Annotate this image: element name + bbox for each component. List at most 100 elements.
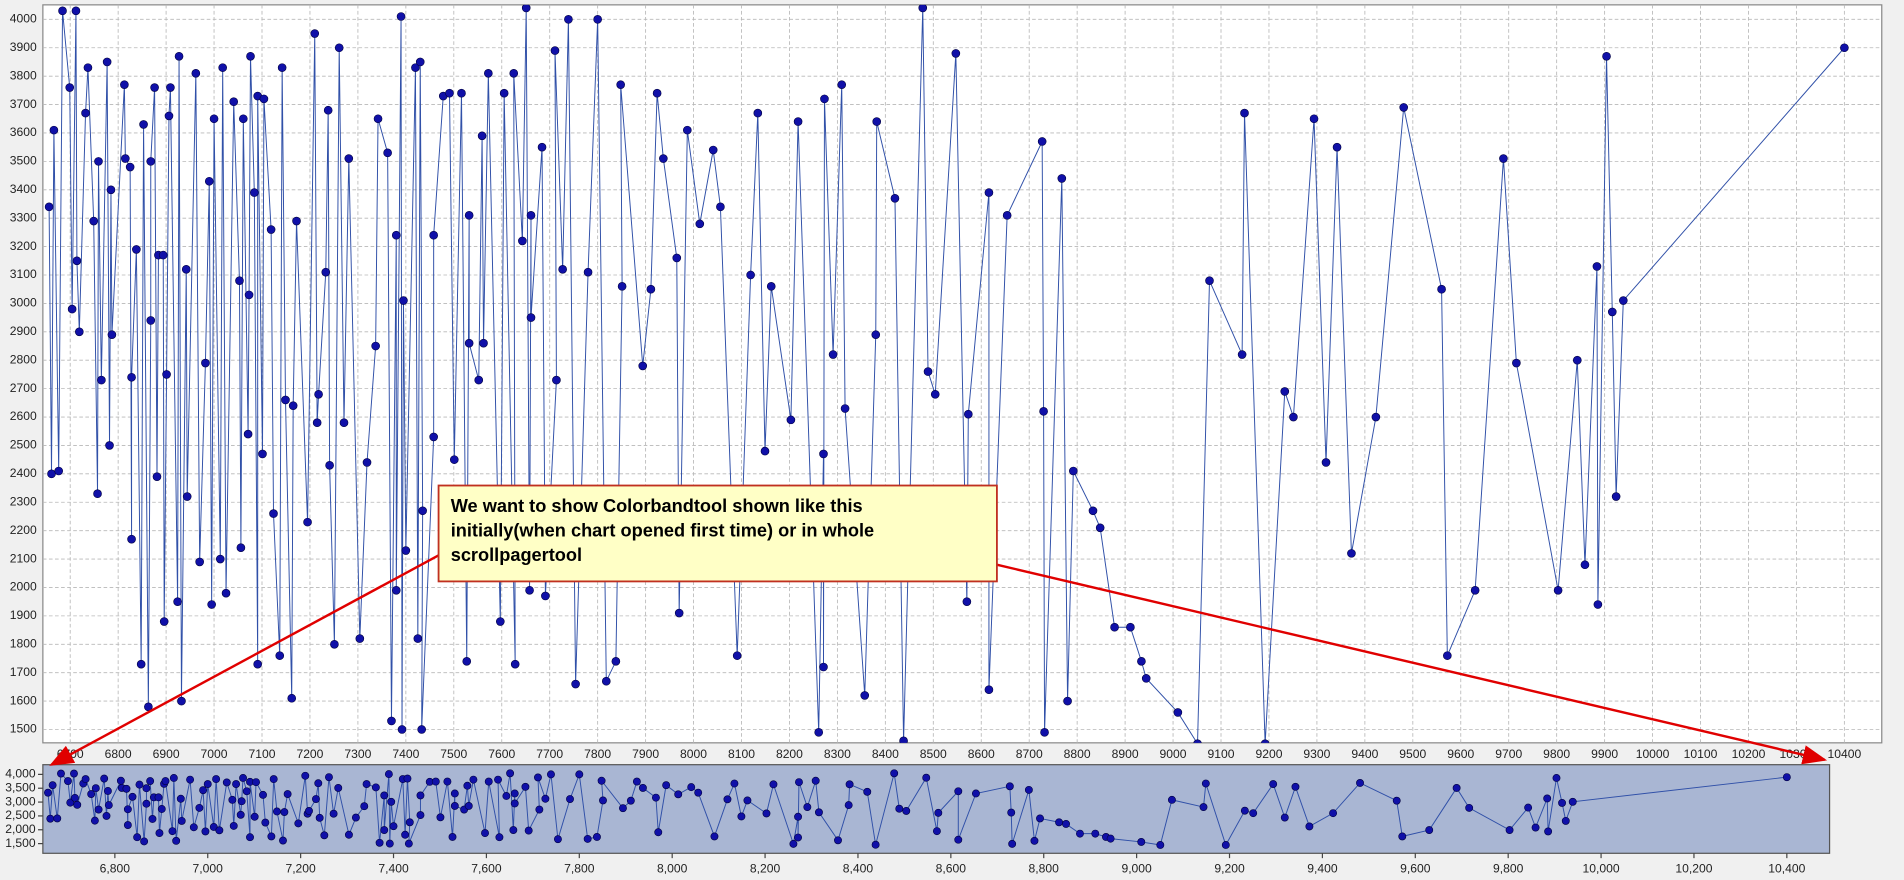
point <box>49 125 59 135</box>
point <box>872 117 882 126</box>
point <box>1237 350 1247 359</box>
point <box>1552 774 1561 782</box>
point <box>674 608 684 618</box>
x-tick-label: 9700 <box>1495 747 1522 761</box>
point <box>477 131 487 141</box>
point <box>616 80 625 89</box>
point <box>133 833 142 842</box>
point <box>266 225 276 234</box>
y-tick-label: 3600 <box>10 125 37 139</box>
point <box>672 253 682 263</box>
point <box>1240 806 1249 815</box>
point <box>1095 523 1105 533</box>
point <box>81 108 90 118</box>
point <box>1240 108 1249 118</box>
point <box>730 779 739 788</box>
point <box>146 316 156 325</box>
point <box>64 777 72 785</box>
point <box>646 284 656 294</box>
point <box>654 828 663 837</box>
point <box>269 509 278 518</box>
y-tick-label: 2200 <box>10 523 37 537</box>
point <box>1572 355 1582 365</box>
point <box>287 693 297 703</box>
point <box>172 836 181 845</box>
point <box>1007 808 1016 817</box>
point <box>53 814 62 823</box>
point <box>161 777 170 785</box>
point <box>954 835 963 844</box>
point <box>315 813 324 822</box>
point <box>417 725 426 734</box>
point <box>121 154 130 163</box>
point <box>1062 820 1070 828</box>
point <box>320 831 329 840</box>
point <box>525 585 534 595</box>
point <box>90 816 99 825</box>
x-tick-label: 8000 <box>680 747 707 761</box>
point <box>177 696 186 706</box>
y-tick-label: 3000 <box>10 296 37 310</box>
point <box>535 805 544 814</box>
point <box>828 350 838 359</box>
point <box>694 788 703 797</box>
point <box>104 801 113 810</box>
point <box>552 375 561 385</box>
point <box>97 375 106 385</box>
point <box>479 338 488 348</box>
point <box>70 769 78 778</box>
x-tick-label: 9900 <box>1591 747 1618 761</box>
point <box>537 142 547 152</box>
point <box>94 157 103 166</box>
x-tick-label: 9400 <box>1351 747 1378 761</box>
x-tick-label: 7500 <box>440 747 467 761</box>
point <box>401 830 410 839</box>
point <box>550 46 560 55</box>
point <box>984 685 994 695</box>
point <box>1008 839 1017 848</box>
point <box>235 276 244 285</box>
point <box>325 773 333 782</box>
point <box>47 469 56 479</box>
point <box>457 88 466 98</box>
point <box>277 63 287 72</box>
x-tick-label: 6900 <box>153 747 180 761</box>
callout-text: initially(when chart opened first time) … <box>451 520 874 540</box>
point <box>769 780 778 789</box>
point <box>127 534 136 544</box>
point <box>164 111 174 121</box>
point <box>1055 818 1064 827</box>
y-tick-label: 3700 <box>10 97 37 111</box>
point <box>484 69 493 78</box>
point <box>238 114 248 124</box>
point <box>310 29 320 38</box>
point <box>191 69 201 78</box>
point <box>502 792 511 800</box>
point <box>1580 560 1590 570</box>
point <box>1039 407 1048 416</box>
y-tick-label: 2500 <box>10 438 37 452</box>
point <box>601 676 611 686</box>
point <box>189 823 198 832</box>
point <box>1512 358 1521 368</box>
y-tick-label: 2700 <box>10 381 37 395</box>
point <box>683 125 692 135</box>
point <box>195 803 204 812</box>
x-tick-label: 7,800 <box>564 861 595 875</box>
point <box>1332 142 1342 152</box>
point <box>445 88 454 98</box>
point <box>396 12 406 21</box>
point <box>128 792 137 801</box>
x-tick-label: 10200 <box>1732 747 1766 761</box>
point <box>932 827 941 836</box>
point <box>436 813 445 822</box>
point <box>397 725 407 734</box>
point <box>934 808 943 817</box>
x-tick-label: 8600 <box>968 747 995 761</box>
point <box>1040 728 1049 737</box>
point <box>506 769 515 778</box>
point <box>793 117 803 126</box>
point <box>222 778 231 787</box>
x-tick-label: 9100 <box>1208 747 1235 761</box>
x-tick-label: 8900 <box>1112 747 1139 761</box>
